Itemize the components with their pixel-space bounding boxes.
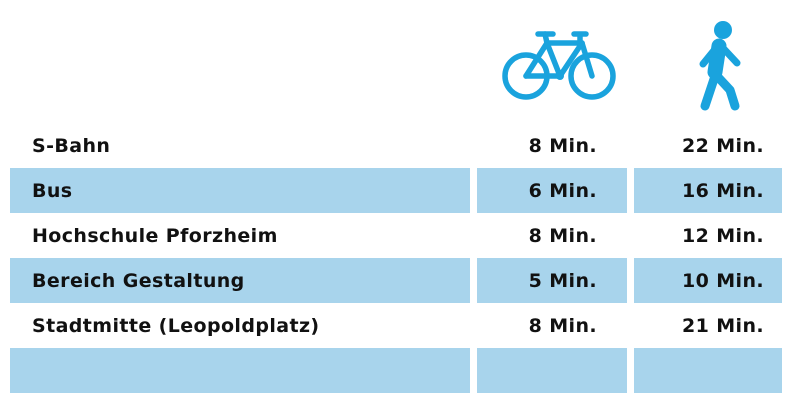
destination-label: Bus — [10, 168, 470, 213]
table-row: Hochschule Pforzheim 8 Min. 12 Min. — [0, 213, 800, 258]
destination-label — [10, 348, 470, 393]
destination-label: Bereich Gestaltung — [10, 258, 470, 303]
table-row — [0, 348, 800, 393]
pedestrian-icon — [699, 21, 741, 111]
bicycle-icon — [502, 31, 616, 100]
bike-time: 5 Min. — [477, 258, 627, 303]
bike-time: 8 Min. — [528, 314, 597, 337]
bike-time: 6 Min. — [477, 168, 627, 213]
bike-time: 8 Min. — [528, 134, 597, 157]
walk-time: 22 Min. — [681, 134, 764, 157]
table-row: Stadtmitte (Leopoldplatz) 8 Min. 21 Min. — [0, 303, 800, 348]
table-row: Bus 6 Min. 16 Min. — [0, 168, 800, 213]
table-row: S-Bahn 8 Min. 22 Min. — [0, 123, 800, 168]
walk-time: 21 Min. — [681, 314, 764, 337]
destination-label: S-Bahn — [32, 134, 111, 157]
walk-time: 10 Min. — [634, 258, 782, 303]
destination-label: Stadtmitte (Leopoldplatz) — [32, 314, 320, 337]
table-row: Bereich Gestaltung 5 Min. 10 Min. — [0, 258, 800, 303]
bike-time — [477, 348, 627, 393]
walk-time: 16 Min. — [634, 168, 782, 213]
bike-time: 8 Min. — [528, 224, 597, 247]
walk-time — [634, 348, 782, 393]
destination-label: Hochschule Pforzheim — [32, 224, 278, 247]
walk-time: 12 Min. — [681, 224, 764, 247]
